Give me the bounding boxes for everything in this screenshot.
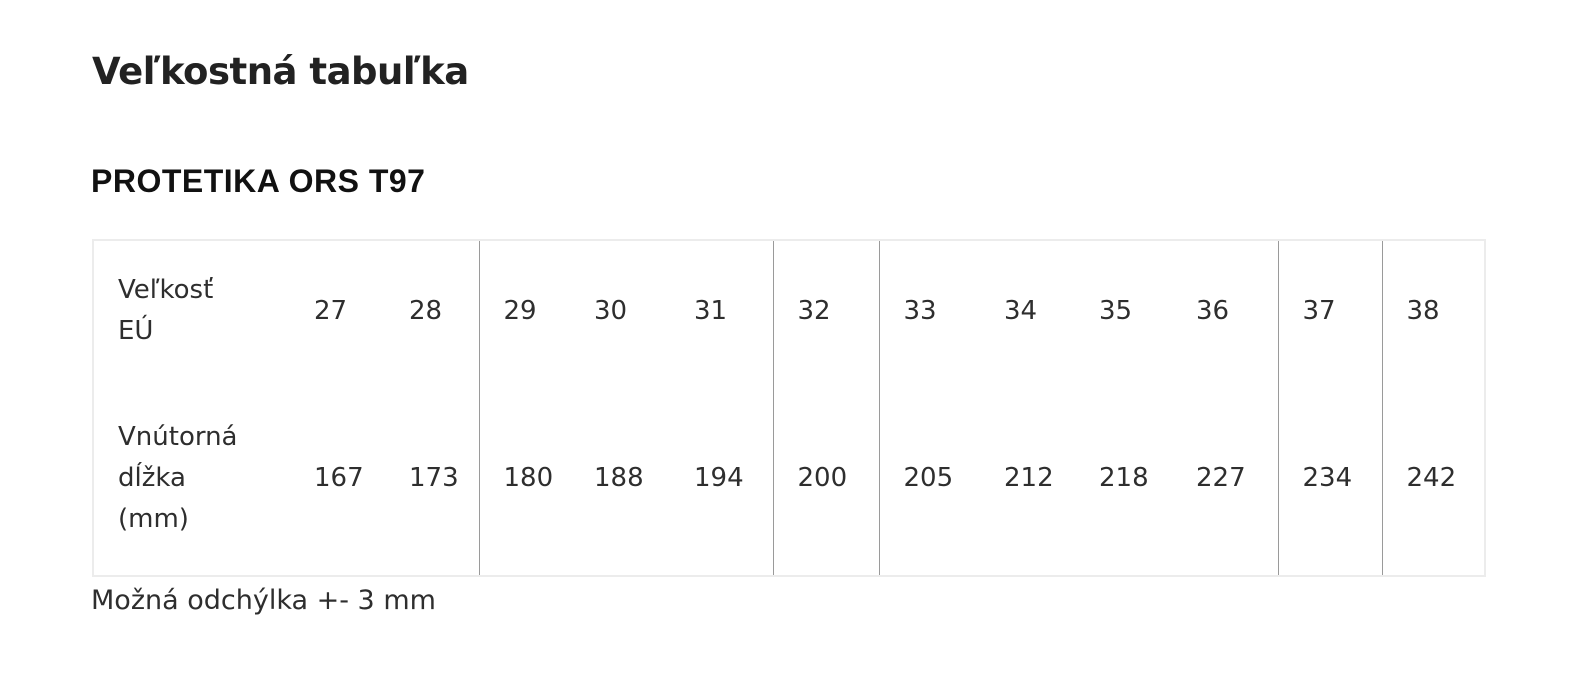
page-title: Veľkostná tabuľka xyxy=(92,50,469,93)
table-cell: 200 xyxy=(772,381,879,576)
row-label-line: EÚ xyxy=(118,316,154,346)
table-row: Veľkosť EÚ 27 28 29 30 31 32 33 34 35 36 37 38 xyxy=(93,240,1485,381)
row-label-line: dĺžka xyxy=(118,462,186,493)
table-cell: 30 xyxy=(594,295,628,326)
table-cell: 242 xyxy=(1381,381,1485,576)
table-cell: 234 xyxy=(1277,381,1382,576)
product-name: PROTETIKA ORS T97 xyxy=(91,163,426,199)
row-label-line: Veľkosť xyxy=(118,275,214,305)
row-label-line: Vnútorná xyxy=(118,421,238,452)
table-cell: 35 xyxy=(1099,295,1133,326)
table-cell: 36 xyxy=(1196,295,1230,326)
table-cell: 218 xyxy=(1099,462,1149,493)
table-cell: 205 xyxy=(878,381,986,576)
table-cell: 33 xyxy=(878,240,986,381)
table-cell: 212 xyxy=(1004,462,1054,493)
table-cell: 32 xyxy=(772,240,879,381)
table-cell: 227 xyxy=(1196,462,1246,493)
table-cell: 173 xyxy=(409,462,459,493)
table-cell: 28 xyxy=(409,295,443,326)
table-cell: 27 xyxy=(314,295,348,326)
table-cell: 167 xyxy=(314,462,364,493)
table-cell: 31 xyxy=(694,295,728,326)
row-label: Veľkosť EÚ xyxy=(93,240,296,381)
table-row: Vnútorná dĺžka (mm) 167 173 180 188 194 200 205 21… xyxy=(93,381,1485,576)
table-cell: 34 xyxy=(1004,295,1038,326)
table-cell: 38 xyxy=(1381,240,1485,381)
table-cell: 29 xyxy=(478,240,576,381)
table-cell: 37 xyxy=(1277,240,1382,381)
row-label: Vnútorná dĺžka (mm) xyxy=(93,381,296,576)
tolerance-note: Možná odchýlka +- 3 mm xyxy=(91,585,436,616)
table-cell: 180 xyxy=(478,381,576,576)
table-cell: 194 xyxy=(694,462,744,493)
row-label-line: (mm) xyxy=(118,503,189,534)
size-table: Veľkosť EÚ 27 28 29 30 31 32 33 34 35 36 37 38 Vnútorn… xyxy=(92,239,1486,577)
table-cell: 188 xyxy=(594,462,644,493)
